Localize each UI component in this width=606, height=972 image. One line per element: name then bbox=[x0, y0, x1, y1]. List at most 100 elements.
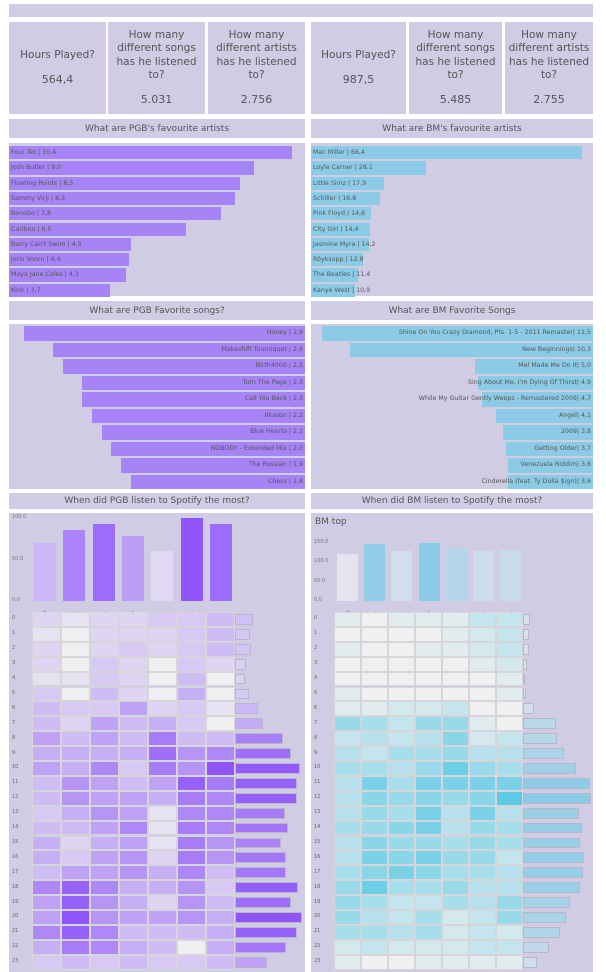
heatmap-cell[interactable] bbox=[148, 865, 177, 881]
weekday-bar[interactable] bbox=[180, 518, 203, 601]
heatmap-cell[interactable] bbox=[334, 775, 361, 791]
heatmap-cell[interactable] bbox=[177, 820, 206, 836]
heatmap-cell[interactable] bbox=[148, 761, 177, 776]
hour-total-bar[interactable] bbox=[235, 941, 287, 953]
heatmap-cell[interactable] bbox=[334, 895, 361, 910]
heatmap-cell[interactable] bbox=[496, 612, 523, 627]
bar-row[interactable]: Joris Voorn | 4,4 bbox=[9, 253, 305, 267]
heatmap-cell[interactable] bbox=[177, 939, 206, 955]
heatmap-cell[interactable] bbox=[119, 835, 148, 851]
heatmap-cell[interactable] bbox=[206, 701, 235, 717]
heatmap-cell[interactable] bbox=[148, 939, 177, 955]
hour-total-bar[interactable] bbox=[235, 807, 286, 819]
heatmap-cell[interactable] bbox=[177, 775, 206, 791]
heatmap-cell[interactable] bbox=[415, 850, 442, 866]
heatmap-cell[interactable] bbox=[177, 626, 206, 642]
hour-total-bar[interactable] bbox=[523, 867, 584, 879]
heatmap-cell[interactable] bbox=[469, 939, 496, 955]
heatmap-cell[interactable] bbox=[496, 835, 523, 851]
heatmap-cell[interactable] bbox=[334, 716, 361, 732]
heatmap-cell[interactable] bbox=[388, 835, 415, 851]
heatmap-cell[interactable] bbox=[90, 656, 119, 672]
bar-row[interactable]: Röyksopp | 12,8 bbox=[311, 253, 593, 267]
heatmap-cell[interactable] bbox=[206, 850, 235, 866]
heatmap-cell[interactable] bbox=[148, 701, 177, 717]
heatmap-cell[interactable] bbox=[361, 746, 388, 761]
heatmap-cell[interactable] bbox=[496, 790, 523, 806]
heatmap-cell[interactable] bbox=[469, 641, 496, 657]
heatmap-cell[interactable] bbox=[206, 939, 235, 955]
heatmap-cell[interactable] bbox=[32, 805, 61, 821]
bar-row[interactable]: Four Tet | 10,4 bbox=[9, 146, 305, 160]
hour-total-bar[interactable] bbox=[523, 688, 526, 700]
heatmap-cell[interactable] bbox=[119, 880, 148, 896]
bar-row[interactable]: Getting Older| 3,7 bbox=[311, 441, 593, 456]
heatmap-cell[interactable] bbox=[361, 939, 388, 955]
heatmap-cell[interactable] bbox=[361, 641, 388, 657]
heatmap-cell[interactable] bbox=[61, 671, 90, 687]
hour-total-bar[interactable] bbox=[235, 763, 301, 774]
heatmap-cell[interactable] bbox=[61, 895, 90, 910]
heatmap-cell[interactable] bbox=[496, 850, 523, 866]
heatmap-cell[interactable] bbox=[415, 761, 442, 776]
bar-row[interactable]: Jasmine Myra | 14,2 bbox=[311, 237, 593, 252]
heatmap-cell[interactable] bbox=[415, 686, 442, 702]
heatmap-cell[interactable] bbox=[90, 850, 119, 866]
heatmap-cell[interactable] bbox=[119, 790, 148, 806]
weekday-bar[interactable] bbox=[391, 551, 413, 601]
heatmap-cell[interactable] bbox=[119, 686, 148, 702]
heatmap-cell[interactable] bbox=[442, 924, 469, 940]
heatmap-cell[interactable] bbox=[148, 716, 177, 732]
hour-total-bar[interactable] bbox=[523, 852, 585, 864]
heatmap-cell[interactable] bbox=[496, 865, 523, 881]
heatmap-cell[interactable] bbox=[148, 910, 177, 925]
heatmap-cell[interactable] bbox=[119, 746, 148, 761]
bar-row[interactable]: Turn The Page | 2,3 bbox=[9, 375, 305, 390]
heatmap-cell[interactable] bbox=[177, 805, 206, 821]
heatmap-cell[interactable] bbox=[90, 671, 119, 687]
heatmap-cell[interactable] bbox=[61, 924, 90, 940]
heatmap-cell[interactable] bbox=[119, 910, 148, 925]
heatmap-cell[interactable] bbox=[496, 686, 523, 702]
hour-total-bar[interactable] bbox=[523, 941, 549, 953]
heatmap-cell[interactable] bbox=[469, 954, 496, 970]
heatmap-cell[interactable] bbox=[32, 924, 61, 940]
heatmap-cell[interactable] bbox=[469, 820, 496, 836]
heatmap-cell[interactable] bbox=[388, 626, 415, 642]
heatmap-cell[interactable] bbox=[442, 626, 469, 642]
heatmap-cell[interactable] bbox=[148, 671, 177, 687]
heatmap-cell[interactable] bbox=[361, 626, 388, 642]
bar-row[interactable]: Mac Miller | 66,4 bbox=[311, 146, 593, 160]
heatmap-cell[interactable] bbox=[388, 656, 415, 672]
hour-total-bar[interactable] bbox=[235, 912, 302, 923]
heatmap-cell[interactable] bbox=[334, 612, 361, 627]
heatmap-cell[interactable] bbox=[148, 746, 177, 761]
bar-row[interactable]: The Beatles | 11,4 bbox=[311, 268, 593, 282]
heatmap-cell[interactable] bbox=[442, 805, 469, 821]
heatmap-cell[interactable] bbox=[388, 612, 415, 627]
weekday-bar[interactable] bbox=[418, 542, 440, 601]
heatmap-cell[interactable] bbox=[361, 716, 388, 732]
heatmap-cell[interactable] bbox=[206, 671, 235, 687]
heatmap-cell[interactable] bbox=[148, 656, 177, 672]
heatmap-cell[interactable] bbox=[361, 701, 388, 717]
heatmap-cell[interactable] bbox=[469, 671, 496, 687]
bar-row[interactable]: Kanye West | 10,9 bbox=[311, 283, 593, 297]
heatmap-cell[interactable] bbox=[61, 701, 90, 717]
heatmap-cell[interactable] bbox=[206, 790, 235, 806]
heatmap-cell[interactable] bbox=[469, 835, 496, 851]
heatmap-cell[interactable] bbox=[388, 716, 415, 732]
heatmap-cell[interactable] bbox=[388, 761, 415, 776]
heatmap-cell[interactable] bbox=[442, 656, 469, 672]
heatmap-cell[interactable] bbox=[177, 701, 206, 717]
heatmap-cell[interactable] bbox=[334, 910, 361, 925]
heatmap-cell[interactable] bbox=[469, 686, 496, 702]
heatmap-cell[interactable] bbox=[177, 865, 206, 881]
bar-row[interactable]: The Russian | 1,9 bbox=[9, 458, 305, 473]
bar-row[interactable]: Maya Jane Coles | 4,3 bbox=[9, 268, 305, 282]
heatmap-cell[interactable] bbox=[61, 835, 90, 851]
heatmap-cell[interactable] bbox=[442, 761, 469, 776]
heatmap-cell[interactable] bbox=[388, 895, 415, 910]
heatmap-cell[interactable] bbox=[206, 895, 235, 910]
heatmap-cell[interactable] bbox=[496, 939, 523, 955]
